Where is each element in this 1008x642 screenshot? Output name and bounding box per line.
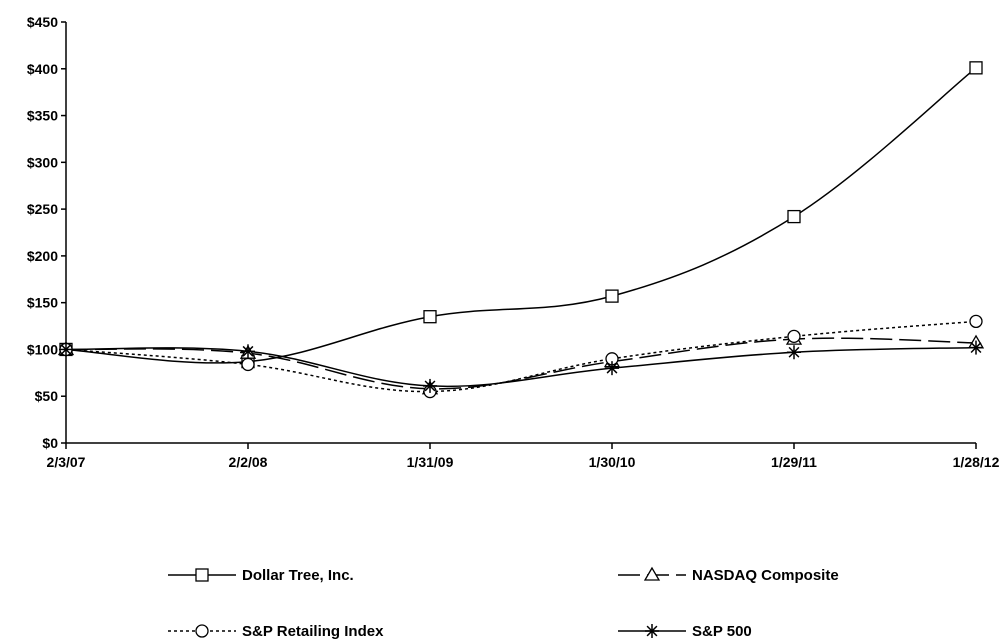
legend: Dollar Tree, Inc. NASDAQ Composite S&P Ret…	[168, 566, 839, 640]
legend-item-s-p-retailing-index: S&P Retailing Index	[168, 623, 384, 640]
data-point-s-p-500	[241, 344, 255, 359]
data-point-s-p-500	[969, 340, 983, 355]
series-line-dollar-tree-inc	[65, 67, 977, 364]
series-line-s-p-500	[65, 346, 977, 388]
y-tick-label: $450	[27, 14, 58, 30]
y-tick-label: $350	[27, 108, 58, 124]
data-point-s-p-500	[605, 361, 619, 376]
data-point-s-p-500	[59, 342, 73, 357]
data-point-dollar-tree-inc	[423, 310, 437, 324]
legend-marker	[643, 566, 661, 581]
series-lines	[65, 67, 977, 393]
axes	[61, 21, 977, 449]
y-tick-label: $0	[42, 435, 58, 451]
data-point-s-p-500	[423, 378, 437, 393]
x-tick-label: 1/29/11	[771, 454, 817, 470]
y-tick-label: $200	[27, 248, 58, 264]
data-point-s-p-retailing-index	[969, 314, 983, 329]
y-tick-label: $250	[27, 201, 58, 217]
legend-label: S&P Retailing Index	[242, 623, 384, 640]
x-tick-label: 1/31/09	[407, 454, 454, 470]
data-point-dollar-tree-inc	[969, 61, 983, 75]
series-markers	[57, 61, 985, 399]
y-tick-label: $50	[35, 388, 59, 404]
y-tick-labels: $0 $50 $100 $150 $200 $250 $300 $350 $400 $450	[27, 14, 58, 451]
y-tick-label: $300	[27, 154, 58, 170]
legend-item-nasdaq-composite: NASDAQ Composite	[618, 566, 839, 584]
data-point-s-p-retailing-index	[787, 329, 801, 343]
legend-item-s-p-500: S&P 500	[618, 623, 752, 640]
x-tick-label: 2/2/08	[229, 454, 268, 470]
data-point-dollar-tree-inc	[605, 289, 619, 303]
x-tick-label: 1/28/12	[953, 454, 1000, 470]
y-tick-label: $100	[27, 341, 58, 357]
legend-marker	[195, 568, 209, 582]
series-line-nasdaq-composite	[65, 337, 977, 390]
y-tick-label: $150	[27, 295, 58, 311]
y-tick-label: $400	[27, 61, 58, 77]
legend-item-dollar-tree-inc: Dollar Tree, Inc.	[168, 567, 354, 584]
legend-marker	[195, 624, 209, 638]
legend-label: NASDAQ Composite	[692, 567, 839, 584]
legend-marker	[645, 624, 659, 638]
x-tick-labels: 2/3/07 2/2/08 1/31/09 1/30/10 1/29/11 1/28/12	[47, 454, 1000, 470]
legend-label: Dollar Tree, Inc.	[242, 567, 354, 584]
x-tick-label: 1/30/10	[589, 454, 636, 470]
data-point-dollar-tree-inc	[787, 209, 801, 224]
legend-label: S&P 500	[692, 623, 752, 640]
data-point-s-p-retailing-index	[241, 357, 255, 372]
x-tick-label: 2/3/07	[47, 454, 86, 470]
series-line-s-p-retailing-index	[65, 320, 977, 393]
data-point-s-p-500	[787, 345, 801, 360]
